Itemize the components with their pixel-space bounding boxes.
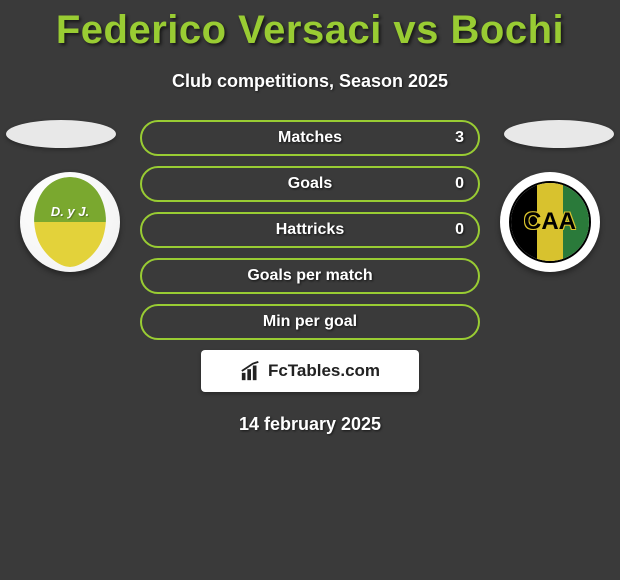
stat-label: Min per goal	[263, 313, 357, 331]
stat-right-value: 0	[455, 175, 464, 193]
brand-box[interactable]: FcTables.com	[201, 350, 419, 392]
stat-label: Matches	[278, 129, 342, 147]
brand-label: FcTables.com	[268, 361, 380, 381]
stats-list: Matches 3 Goals 0 Hattricks 0 Goals per …	[140, 120, 480, 340]
team-badge-left: D. y J.	[20, 172, 120, 272]
bar-chart-icon	[240, 360, 262, 382]
photo-placeholder-right	[504, 120, 614, 148]
circle-badge-icon: CAA	[509, 181, 591, 263]
stat-row-goals: Goals 0	[140, 166, 480, 202]
stat-right-value: 3	[455, 129, 464, 147]
badge-left-label: D. y J.	[34, 204, 106, 219]
team-badge-right: CAA	[500, 172, 600, 272]
shield-icon: D. y J.	[34, 177, 106, 267]
stat-row-goals-per-match: Goals per match	[140, 258, 480, 294]
stat-right-value: 0	[455, 221, 464, 239]
stat-label: Goals	[288, 175, 332, 193]
page-subtitle: Club competitions, Season 2025	[0, 71, 620, 92]
date-label: 14 february 2025	[0, 414, 620, 435]
stat-row-min-per-goal: Min per goal	[140, 304, 480, 340]
photo-placeholder-left	[6, 120, 116, 148]
comparison-content: D. y J. CAA Matches 3 Goals 0 Hattricks …	[0, 120, 620, 435]
stat-row-matches: Matches 3	[140, 120, 480, 156]
stat-label: Goals per match	[247, 267, 372, 285]
stat-row-hattricks: Hattricks 0	[140, 212, 480, 248]
badge-right-label: CAA	[524, 208, 576, 236]
page-title: Federico Versaci vs Bochi	[0, 0, 620, 53]
stat-label: Hattricks	[276, 221, 344, 239]
